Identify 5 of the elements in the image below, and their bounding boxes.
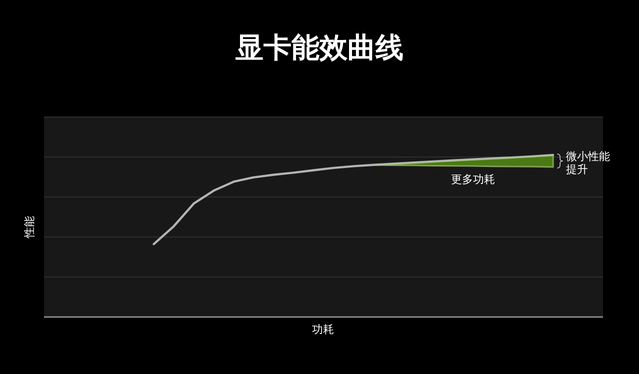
- x-axis-title: 功耗: [312, 323, 334, 336]
- chart-title: 显卡能效曲线: [234, 31, 404, 64]
- y-axis-title: 性能: [23, 216, 36, 239]
- annotation: 更多功耗: [451, 172, 496, 186]
- annotation: 微小性能提升: [566, 150, 610, 176]
